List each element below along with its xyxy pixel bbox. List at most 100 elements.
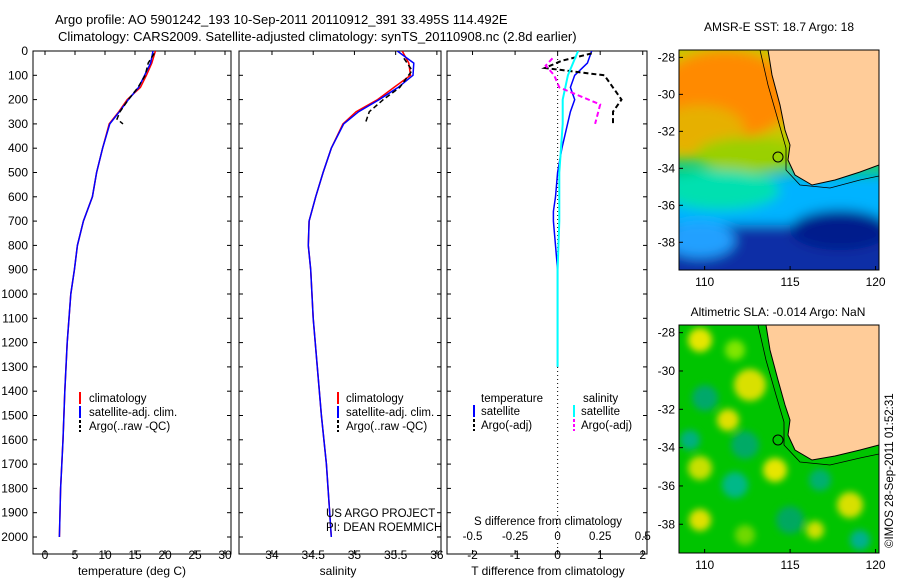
- sla-map-title: Altimetric SLA: -0.014 Argo: NaN: [691, 305, 866, 319]
- depth-tick-label: 800: [8, 238, 28, 252]
- x-tick-label: 35.5: [384, 548, 408, 562]
- depth-tick-label: 1800: [1, 481, 28, 495]
- lon-tick-label: 110: [695, 275, 714, 289]
- series-line-argo: [364, 57, 414, 125]
- depth-tick-label: 1700: [1, 457, 28, 471]
- lat-tick-label: -38: [658, 517, 676, 531]
- depth-tick-label: 300: [8, 117, 28, 131]
- x-tick-label: 2: [639, 548, 646, 562]
- series-line-satellite: [307, 51, 415, 538]
- legend-label-t-satellite: satellite: [481, 406, 520, 418]
- series-line-climatology: [307, 51, 412, 538]
- salinity-x-axis: 34 34.5 35 35.5 36: [265, 51, 444, 562]
- s-diff-tick-label: 0.25: [589, 531, 611, 543]
- legend-label-t-argo: Argo(-adj): [481, 420, 532, 432]
- lon-tick-label: 120: [866, 275, 886, 289]
- legend-label-s-argo: Argo(-adj): [581, 420, 632, 432]
- lat-tick-label: -32: [658, 124, 676, 138]
- depth-tick-label: 100: [8, 68, 28, 82]
- sst-map-title: AMSR-E SST: 18.7 Argo: 18: [704, 20, 854, 34]
- lat-tick-label: -28: [658, 326, 676, 340]
- sla-map: [679, 325, 879, 553]
- sst-map-axes: 110 115 120 -28 -30 -32 -34 -36 -38: [658, 50, 886, 289]
- x-tick-label: 34: [265, 548, 279, 562]
- legend-label-s-satellite: satellite: [581, 406, 620, 418]
- sla-map-frame: [678, 324, 880, 554]
- x-tick-label: 35: [348, 548, 362, 562]
- sst-map: [679, 50, 879, 270]
- series-line-climatology: [58, 51, 157, 538]
- lon-tick-label: 110: [695, 558, 714, 572]
- lon-tick-label: 115: [781, 275, 800, 289]
- x-tick-label: 0: [42, 548, 49, 562]
- lat-tick-label: -38: [658, 235, 676, 249]
- depth-tick-label: 1600: [1, 433, 28, 447]
- legend-label-climatology: climatology: [89, 393, 147, 405]
- lon-tick-label: 115: [781, 558, 800, 572]
- lat-tick-label: -30: [658, 87, 676, 101]
- depth-tick-label: 2000: [1, 530, 28, 544]
- series-line-s-satellite: [556, 51, 580, 367]
- legend-header-salinity: salinity: [583, 393, 618, 405]
- legend-label-satellite: satellite-adj. clim.: [346, 407, 434, 419]
- lat-tick-label: -32: [658, 402, 676, 416]
- temperature-x-axis: 0 5 10 15 20 25 30: [42, 51, 232, 562]
- legend-label-argo: Argo(..raw -QC): [346, 421, 427, 433]
- difference-plot: [541, 51, 623, 554]
- imos-credit: ©IMOS 28-Sep-2011 01:52:31: [884, 393, 896, 548]
- series-line-s-argo: [544, 57, 602, 125]
- difference-legend: temperature salinity satellite Argo(-adj…: [473, 393, 632, 432]
- lon-tick-label: 120: [866, 558, 886, 572]
- figure-title-line2: Climatology: CARS2009. Satellite-adjuste…: [58, 29, 577, 44]
- salinity-legend: climatology satellite-adj. clim. Argo(..…: [337, 392, 434, 433]
- depth-tick-label: 900: [8, 263, 28, 277]
- temperature-plot: [58, 51, 157, 538]
- legend-label-climatology: climatology: [346, 393, 404, 405]
- t-difference-label: T difference from climatology: [471, 564, 625, 578]
- s-diff-tick-label: -0.25: [502, 531, 528, 543]
- x-tick-label: 10: [98, 548, 112, 562]
- s-diff-tick-label: -0.5: [463, 531, 483, 543]
- series-line-argo: [116, 53, 155, 125]
- temperature-panel-frame: [32, 50, 232, 555]
- depth-axis: 0 100 200 300 400 500 600 700 800 900 1000 1100 1200…: [1, 44, 647, 544]
- sst-map-frame: [678, 49, 880, 271]
- difference-x-axis: -2 -1 0 1 2 -0.5 -0.25 0 0.25 0.5: [463, 51, 651, 562]
- depth-tick-label: 200: [8, 93, 28, 107]
- depth-tick-label: 1400: [1, 384, 28, 398]
- argo-float-marker: [772, 434, 784, 446]
- x-tick-label: 15: [128, 548, 142, 562]
- x-tick-label: 0: [554, 548, 561, 562]
- difference-panel-frame: [446, 50, 648, 555]
- depth-tick-label: 1100: [2, 311, 28, 325]
- salinity-plot: [307, 51, 415, 538]
- x-tick-label: -2: [467, 548, 478, 562]
- x-tick-label: 30: [218, 548, 232, 562]
- x-tick-label: 20: [158, 548, 172, 562]
- series-line-satellite: [58, 51, 154, 538]
- x-tick-label: -1: [510, 548, 521, 562]
- x-tick-label: 25: [188, 548, 202, 562]
- argo-float-marker: [772, 151, 784, 163]
- x-tick-label: 5: [72, 548, 79, 562]
- figure-title-line1: Argo profile: AO 5901242_193 10-Sep-2011…: [55, 12, 508, 27]
- depth-tick-label: 1300: [1, 360, 28, 374]
- lat-tick-label: -34: [658, 441, 676, 455]
- depth-tick-label: 400: [8, 141, 28, 155]
- salinity-panel-frame: [238, 50, 442, 555]
- lat-tick-label: -36: [658, 198, 676, 212]
- lat-tick-label: -30: [658, 364, 676, 378]
- x-tick-label: 36: [430, 548, 444, 562]
- x-tick-label: 34.5: [302, 548, 326, 562]
- temperature-x-label: temperature (deg C): [78, 564, 186, 578]
- depth-tick-label: 0: [21, 44, 28, 58]
- lat-tick-label: -36: [658, 479, 676, 493]
- depth-tick-label: 700: [8, 214, 28, 228]
- depth-tick-label: 1900: [1, 506, 28, 520]
- lat-tick-label: -34: [658, 161, 676, 175]
- lat-tick-label: -28: [658, 50, 676, 64]
- depth-tick-label: 1200: [1, 336, 28, 350]
- sla-map-axes: 110 115 120 -28 -30 -32 -34 -36 -38: [658, 326, 886, 572]
- salinity-x-label: salinity: [320, 564, 357, 578]
